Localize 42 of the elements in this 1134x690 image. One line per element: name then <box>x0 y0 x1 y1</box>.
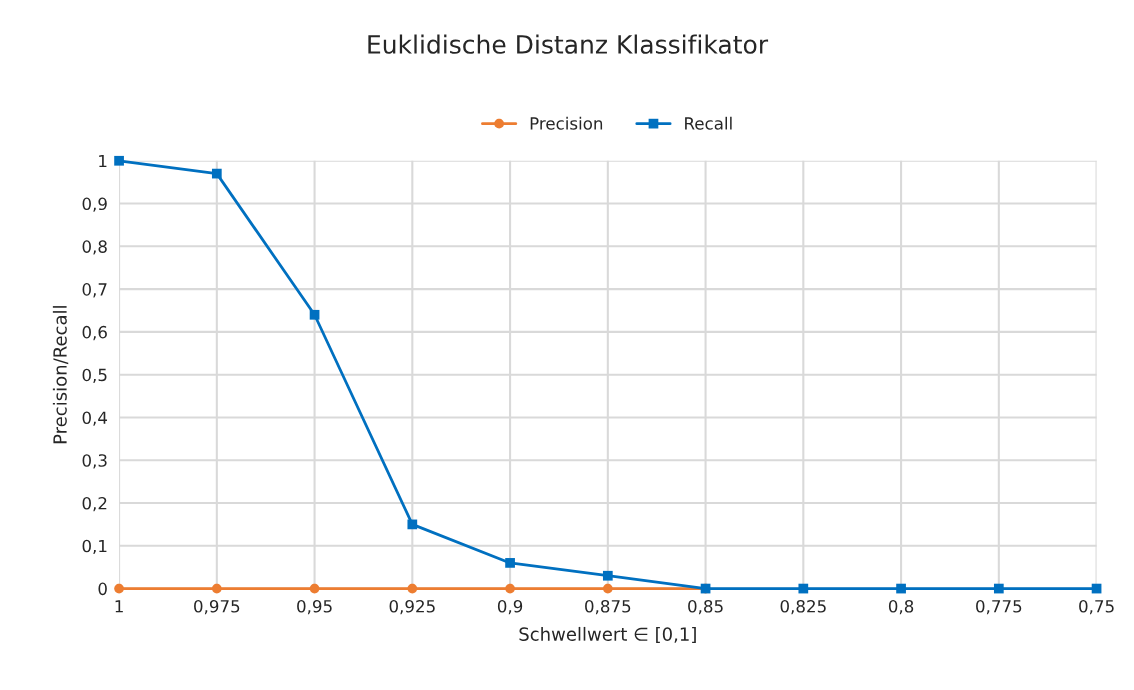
y-tick-label: 0,6 <box>82 325 107 341</box>
point <box>211 583 222 594</box>
legend-label: Precision <box>530 116 603 130</box>
x-tick-label: 0,825 <box>780 599 826 615</box>
x-tick-label: 0,875 <box>585 599 631 615</box>
chart-title: Euklidische Distanz Klassifikator <box>368 34 769 54</box>
legend-label: Recall <box>685 116 732 130</box>
y-tick-label: 0,1 <box>82 539 107 555</box>
point <box>211 168 222 179</box>
point <box>505 583 515 594</box>
y-tick-label: 0,2 <box>82 496 107 512</box>
point <box>407 583 418 594</box>
x-axis-title: Schwellwert ∈ [0,1] <box>519 626 696 644</box>
x-tick-label: 1 <box>115 600 123 613</box>
y-tick-label: 0,3 <box>82 454 107 469</box>
point <box>602 583 613 594</box>
point <box>309 309 320 320</box>
point <box>114 583 124 594</box>
point <box>798 583 809 594</box>
x-tick-label: 0,775 <box>976 599 1022 615</box>
point <box>309 583 320 594</box>
point <box>505 558 515 568</box>
y-tick-label: 1 <box>99 154 107 168</box>
x-tick-label: 0,95 <box>297 599 332 615</box>
point <box>407 519 418 530</box>
point <box>993 583 1004 594</box>
point <box>602 570 613 581</box>
point <box>896 583 906 594</box>
x-tick-label: 0,85 <box>688 599 723 615</box>
y-tick-label: 0,7 <box>82 283 107 298</box>
y-tick-label: 0,8 <box>82 240 107 255</box>
x-tick-label: 0,75 <box>1079 599 1114 615</box>
x-tick-label: 0,9 <box>497 599 523 615</box>
y-tick-label: 0,5 <box>82 368 107 383</box>
y-axis-title: Precision/Recall <box>52 306 69 444</box>
x-tick-label: 0,925 <box>389 599 435 615</box>
y-tick-label: 0,4 <box>82 411 108 426</box>
x-tick-label: 0,8 <box>888 599 914 615</box>
y-tick-label: 0,9 <box>82 197 107 212</box>
y-tick-label: 0 <box>98 582 107 596</box>
point <box>114 155 124 166</box>
x-tick-label: 0,975 <box>194 599 240 615</box>
